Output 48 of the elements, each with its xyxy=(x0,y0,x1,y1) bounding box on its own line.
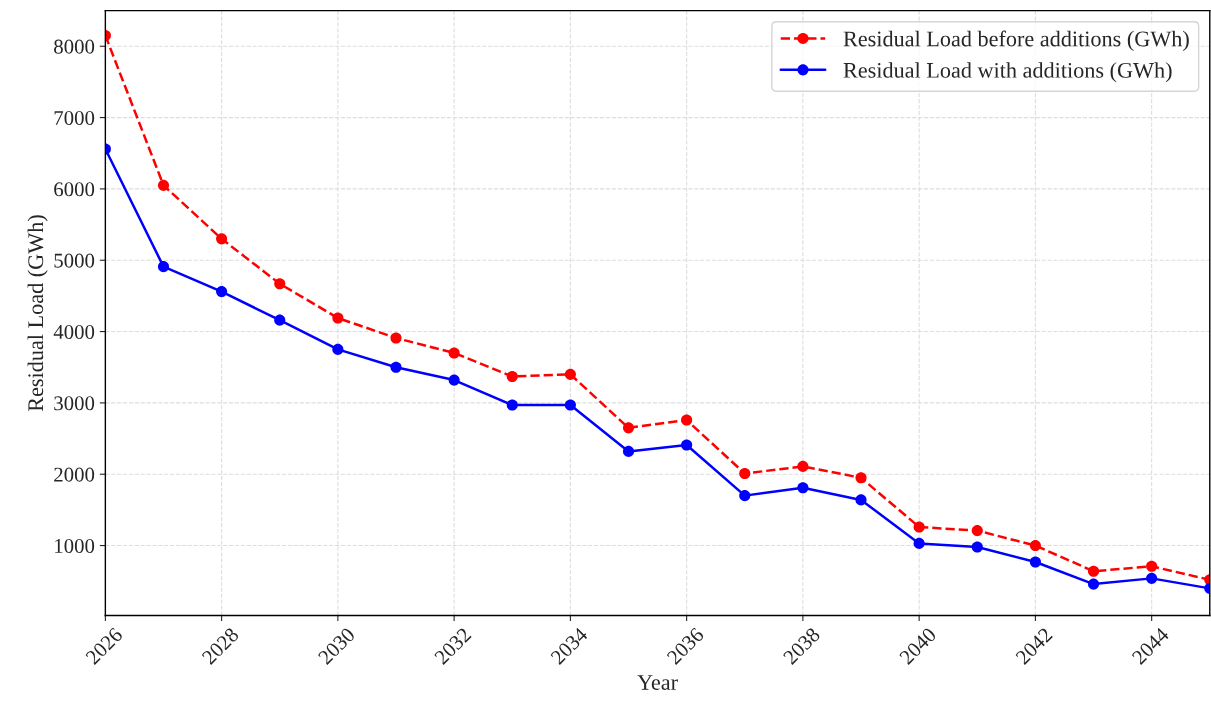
point xyxy=(855,472,867,484)
point xyxy=(622,445,635,457)
point xyxy=(390,332,402,344)
point xyxy=(1087,578,1100,590)
point xyxy=(274,278,286,290)
legend-label: Residual Load before additions (GWh) xyxy=(843,30,1189,51)
point xyxy=(913,521,925,533)
point xyxy=(1029,556,1041,568)
point xyxy=(797,482,809,494)
point xyxy=(332,312,344,324)
point xyxy=(157,179,170,191)
y-tick-label: 1000 xyxy=(55,538,95,553)
point xyxy=(739,490,751,502)
point xyxy=(216,233,228,245)
y-tick-label: 4000 xyxy=(53,324,95,339)
y-tick-label: 5000 xyxy=(54,253,95,268)
point xyxy=(797,460,809,472)
point xyxy=(1146,560,1158,572)
point xyxy=(506,399,518,411)
point xyxy=(913,537,925,549)
point xyxy=(1087,565,1100,577)
point xyxy=(157,261,170,273)
point xyxy=(622,422,635,434)
y-axis-title: Residual Load (GWh) xyxy=(27,215,48,412)
point xyxy=(506,370,518,383)
point xyxy=(971,541,983,553)
x-axis-title: Year xyxy=(637,675,678,690)
point xyxy=(681,414,693,426)
point xyxy=(855,494,867,506)
point xyxy=(971,525,983,537)
point xyxy=(448,374,460,386)
point xyxy=(1146,572,1158,584)
point xyxy=(274,314,286,326)
point xyxy=(332,343,344,355)
point xyxy=(448,347,460,359)
legend-label: Residual Load with additions (GWh) xyxy=(843,62,1172,83)
y-tick-label: 3000 xyxy=(54,396,95,411)
y-tick-label: 7000 xyxy=(54,110,95,126)
y-tick-label: 2000 xyxy=(54,467,95,482)
point xyxy=(564,399,576,411)
point xyxy=(681,439,693,451)
point xyxy=(216,286,228,298)
point xyxy=(739,467,751,480)
y-tick-label: 8000 xyxy=(54,39,95,54)
point xyxy=(564,368,576,380)
point xyxy=(390,361,402,373)
point xyxy=(1029,540,1041,552)
y-tick-label: 6000 xyxy=(54,182,95,197)
